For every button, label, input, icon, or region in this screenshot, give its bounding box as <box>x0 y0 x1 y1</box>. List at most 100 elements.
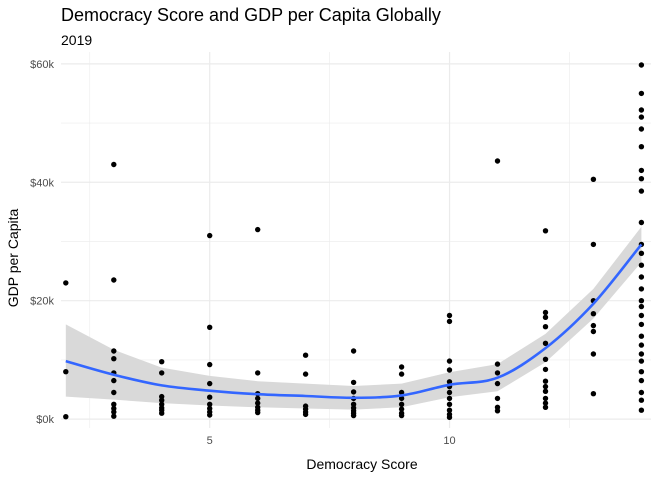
data-point <box>446 318 453 325</box>
data-point <box>590 391 597 397</box>
data-point <box>398 395 405 402</box>
data-point <box>255 370 261 376</box>
major-gridlines <box>61 52 651 428</box>
data-point <box>350 379 357 386</box>
data-point <box>159 359 165 365</box>
data-point <box>494 408 501 414</box>
data-point <box>111 409 117 415</box>
data-point <box>638 274 645 280</box>
data-point <box>446 389 453 396</box>
data-point <box>638 312 645 319</box>
y-tick-label: $60k <box>30 59 54 71</box>
data-point <box>446 312 453 319</box>
data-point <box>542 404 549 410</box>
data-point <box>638 369 645 375</box>
y-tick-label: $0k <box>36 414 54 426</box>
data-point <box>302 411 309 418</box>
data-point <box>494 395 501 402</box>
data-point <box>398 406 405 412</box>
data-point <box>638 219 645 226</box>
data-point <box>542 366 549 373</box>
data-point <box>590 241 597 248</box>
data-point <box>255 395 261 402</box>
data-point <box>63 414 69 420</box>
data-point <box>542 314 549 320</box>
data-point <box>590 328 597 335</box>
data-point <box>207 394 213 400</box>
data-point <box>638 397 645 403</box>
data-point <box>542 400 549 406</box>
data-point <box>207 412 213 418</box>
data-point <box>542 228 549 234</box>
data-point <box>159 370 165 376</box>
data-point <box>63 369 69 375</box>
data-point <box>638 303 645 310</box>
data-point <box>446 379 453 385</box>
data-point <box>542 395 549 402</box>
data-point <box>350 348 357 354</box>
data-point <box>638 321 645 328</box>
data-point <box>159 410 165 416</box>
data-point <box>398 412 405 419</box>
data-point <box>207 401 213 407</box>
data-point <box>255 400 261 406</box>
data-point <box>302 371 309 377</box>
data-point <box>638 358 645 364</box>
data-point <box>590 176 597 182</box>
data-point <box>111 401 117 407</box>
data-point <box>638 90 645 97</box>
data-point <box>590 351 597 357</box>
data-point <box>638 114 645 120</box>
data-point <box>350 389 357 395</box>
data-point <box>255 409 261 416</box>
data-point <box>446 414 453 420</box>
data-point <box>542 324 549 330</box>
data-point <box>638 126 645 132</box>
data-point <box>542 309 549 316</box>
data-point <box>446 407 453 413</box>
data-point <box>255 226 261 233</box>
x-axis-label: Democracy Score <box>306 456 417 472</box>
data-point <box>494 370 501 376</box>
data-point <box>638 144 645 150</box>
confidence-ribbon <box>65 226 642 410</box>
data-point <box>542 388 549 394</box>
chart-subtitle: 2019 <box>61 32 92 48</box>
x-axis-ticks: 5 10 <box>207 435 456 447</box>
data-point <box>398 389 405 396</box>
data-point <box>638 333 645 339</box>
data-point <box>446 367 453 373</box>
data-point <box>494 158 501 164</box>
x-tick-label: 5 <box>207 435 213 447</box>
data-point <box>590 322 597 329</box>
data-point <box>446 358 453 364</box>
data-point <box>207 380 213 387</box>
chart-title: Democracy Score and GDP per Capita Globa… <box>61 5 441 25</box>
data-point <box>542 340 549 346</box>
data-point <box>638 298 645 304</box>
y-tick-label: $40k <box>30 177 54 189</box>
data-point <box>111 377 117 384</box>
data-point <box>494 361 501 367</box>
data-point <box>638 188 645 194</box>
data-point <box>398 401 405 407</box>
data-point <box>446 395 453 402</box>
scatter-points <box>63 62 645 420</box>
data-point <box>111 389 117 396</box>
data-point <box>494 380 501 387</box>
data-point <box>638 167 645 174</box>
data-point <box>638 342 645 348</box>
confidence-ribbon-layer <box>65 226 642 410</box>
data-point <box>638 377 645 384</box>
data-point <box>590 311 597 317</box>
data-point <box>638 262 645 268</box>
y-axis-ticks: $0k $20k $40k $60k <box>30 59 54 426</box>
data-point <box>638 107 645 113</box>
data-point <box>111 161 117 168</box>
data-point <box>159 397 165 403</box>
data-point <box>111 413 117 419</box>
data-point <box>302 352 309 358</box>
data-point <box>542 378 549 384</box>
data-point <box>111 277 117 283</box>
data-point <box>638 176 645 182</box>
